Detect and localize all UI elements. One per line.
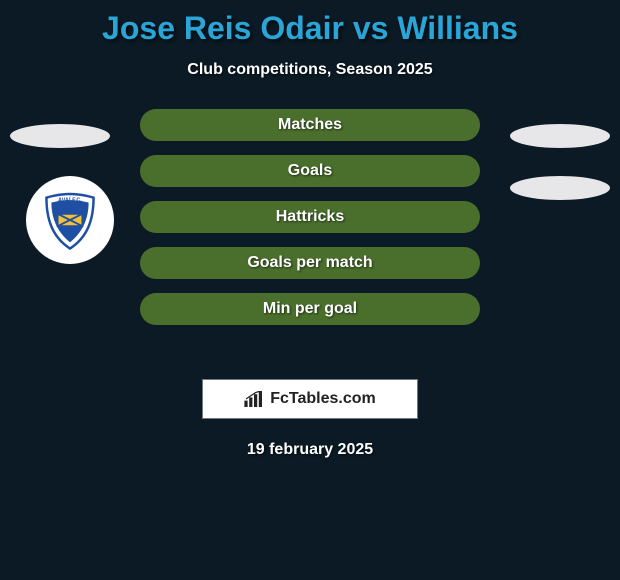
stat-row: Min per goal xyxy=(140,293,480,325)
date: 19 february 2025 xyxy=(0,441,620,459)
bar-chart-icon xyxy=(244,391,264,407)
stat-row: 0Goals xyxy=(140,155,480,187)
club-logo: AVAÍ F.C. xyxy=(26,176,114,264)
page-title: Jose Reis Odair vs Willians xyxy=(0,0,620,47)
stats-area: AVAÍ F.C. 4Matches 0Goals 0Hattricks Goals … xyxy=(0,109,620,369)
player2-ellipse-2 xyxy=(510,176,610,200)
subtitle: Club competitions, Season 2025 xyxy=(0,61,620,79)
stat-row: 0Hattricks xyxy=(140,201,480,233)
stat-bar xyxy=(140,109,480,141)
stat-bar xyxy=(140,293,480,325)
branding-box: FcTables.com xyxy=(202,379,418,419)
club-logo-svg: AVAÍ F.C. xyxy=(39,189,101,251)
stat-row: 4Matches xyxy=(140,109,480,141)
branding-text: FcTables.com xyxy=(270,390,376,408)
stat-bar xyxy=(140,201,480,233)
stat-row: Goals per match xyxy=(140,247,480,279)
player2-ellipse-1 xyxy=(510,124,610,148)
player1-ellipse-1 xyxy=(10,124,110,148)
stat-bars: 4Matches 0Goals 0Hattricks Goals per match M… xyxy=(140,109,480,339)
stat-bar xyxy=(140,155,480,187)
stat-bar xyxy=(140,247,480,279)
